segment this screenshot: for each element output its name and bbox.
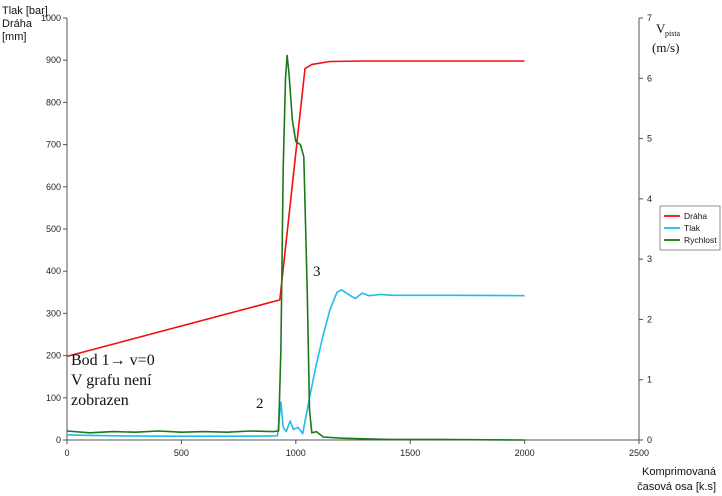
left-tick-label: 0 bbox=[56, 435, 61, 445]
left-tick-label: 400 bbox=[46, 266, 61, 276]
left-tick-label: 500 bbox=[46, 224, 61, 234]
series-line-tlak bbox=[66, 289, 525, 437]
left-tick-label: 300 bbox=[46, 308, 61, 318]
left-tick-label: 1000 bbox=[41, 13, 61, 23]
x-tick-label: 1000 bbox=[286, 448, 306, 458]
left-tick-label: 900 bbox=[46, 55, 61, 65]
annotation-note: Bod 1→ v=0 bbox=[71, 352, 155, 369]
left-tick-label: 800 bbox=[46, 97, 61, 107]
right-tick-label: 5 bbox=[647, 134, 652, 144]
right-tick-label: 4 bbox=[647, 194, 652, 204]
x-tick-label: 0 bbox=[64, 448, 69, 458]
x-tick-label: 2500 bbox=[629, 448, 649, 458]
axes: 0 100 200 300 400 500 600 700 800 900 1000 0 1 2 3 4 5 6 7… bbox=[2, 5, 717, 493]
series-line-dr-ha bbox=[66, 60, 525, 358]
right-tick-label: 6 bbox=[647, 73, 652, 83]
series-lines bbox=[66, 54, 525, 441]
right-tick-label: 2 bbox=[647, 314, 652, 324]
annotation-note: V grafu není bbox=[71, 372, 152, 389]
left-tick-label: 600 bbox=[46, 182, 61, 192]
x-tick-label: 1500 bbox=[400, 448, 420, 458]
annotation-marker-2: 2 bbox=[256, 396, 264, 412]
legend-label: Rychlost bbox=[684, 235, 717, 245]
left-axis-label: Dráha bbox=[2, 18, 33, 30]
right-axis-label-main: V bbox=[656, 21, 666, 36]
x-tick-label: 2000 bbox=[515, 448, 535, 458]
left-tick-label: 700 bbox=[46, 140, 61, 150]
legend-label: Tlak bbox=[684, 223, 701, 233]
x-axis-label: časová osa [k.s] bbox=[637, 481, 716, 493]
right-axis-label-unit: (m/s) bbox=[652, 40, 679, 55]
series-line-rychlost bbox=[66, 54, 525, 441]
right-axis-label-sub: pista bbox=[665, 29, 681, 38]
legend-label: Dráha bbox=[684, 211, 707, 221]
annotations: Bod 1→ v=0 V grafu není zobrazen 2 3 bbox=[71, 264, 321, 412]
right-tick-label: 0 bbox=[647, 435, 652, 445]
x-axis-label: Komprimovaná bbox=[642, 466, 717, 478]
annotation-marker-3: 3 bbox=[313, 264, 321, 280]
left-tick-label: 100 bbox=[46, 393, 61, 403]
left-axis-label: [mm] bbox=[2, 31, 26, 43]
right-tick-label: 1 bbox=[647, 375, 652, 385]
legend: Dráha Tlak Rychlost bbox=[659, 205, 721, 251]
right-tick-label: 3 bbox=[647, 254, 652, 264]
x-tick-label: 500 bbox=[174, 448, 189, 458]
left-tick-label: 200 bbox=[46, 351, 61, 361]
right-tick-label: 7 bbox=[647, 13, 652, 23]
annotation-note: zobrazen bbox=[71, 392, 129, 409]
left-axis-label: Tlak [bar] bbox=[2, 5, 48, 17]
